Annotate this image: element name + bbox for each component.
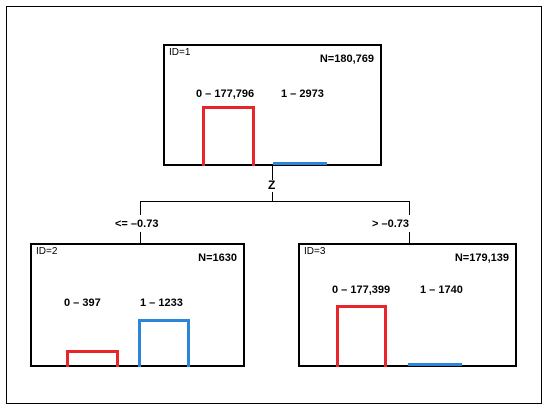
split-variable: Z [268, 178, 276, 192]
root-node-id: ID=1 [169, 47, 191, 58]
right-class1-bar [408, 363, 462, 366]
root-node-count: N=180,769 [319, 53, 374, 65]
left-node-count: N=1630 [198, 252, 237, 264]
root-stem-line [272, 166, 273, 180]
left-node: ID=2 N=1630 0 – 397 1 – 1233 [30, 243, 245, 367]
root-class1-bar [273, 162, 327, 165]
root-class0-label: 0 – 177,796 [196, 88, 255, 100]
right-branch-label: > –0.73 [372, 218, 410, 230]
left-class0-bar [66, 350, 119, 367]
right-branch-line-upper [409, 201, 410, 215]
left-branch-label: <= –0.73 [115, 218, 159, 230]
right-class1-label: 1 – 1740 [420, 284, 463, 296]
root-node: ID=1 N=180,769 0 – 177,796 1 – 2973 [163, 44, 382, 166]
right-node: ID=3 N=179,139 0 – 177,399 1 – 1740 [298, 243, 517, 367]
left-class0-label: 0 – 397 [64, 297, 101, 309]
left-branch-line-upper [140, 201, 141, 215]
diagram-frame [6, 6, 542, 404]
right-class0-bar [336, 305, 387, 367]
right-branch-line-lower [409, 232, 410, 244]
right-node-count: N=179,139 [454, 252, 509, 264]
left-node-id: ID=2 [36, 246, 58, 257]
split-stem-line [272, 192, 273, 201]
left-class1-label: 1 – 1233 [140, 297, 183, 309]
left-class1-bar [138, 319, 190, 367]
root-class0-bar [202, 106, 255, 166]
root-class1-label: 1 – 2973 [281, 88, 324, 100]
split-horizontal-line [140, 201, 409, 202]
left-branch-line-lower [140, 232, 141, 244]
right-node-id: ID=3 [304, 246, 326, 257]
right-class0-label: 0 – 177,399 [332, 284, 391, 296]
